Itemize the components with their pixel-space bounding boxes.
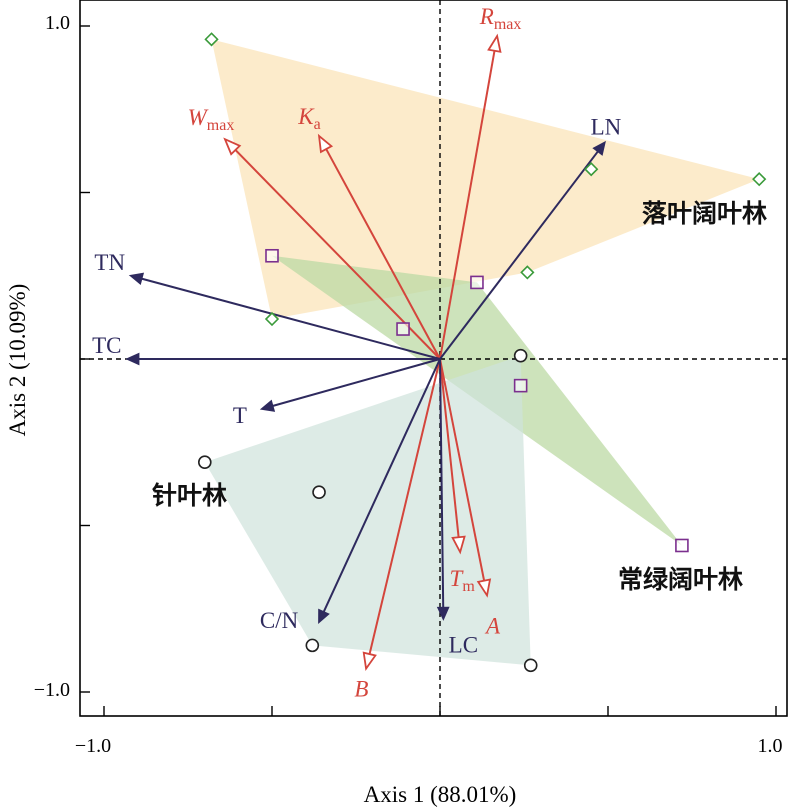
vector-line bbox=[439, 358, 486, 581]
point-circle bbox=[198, 455, 212, 470]
vector-label: C/N bbox=[260, 608, 299, 633]
vector-line bbox=[368, 358, 441, 655]
vector-line bbox=[439, 150, 599, 360]
vector-label: B bbox=[354, 677, 368, 702]
vector-response-t-m: Tm bbox=[439, 358, 476, 595]
x-axis-title: Axis 1 (88.01%) bbox=[364, 782, 517, 807]
point-square bbox=[513, 378, 528, 393]
y-axis-title: Axis 2 (10.09%) bbox=[5, 284, 30, 437]
hull-deciduous bbox=[211, 39, 760, 320]
y-tick-label-min: −1.0 bbox=[34, 679, 70, 701]
vector-explanatory-lc: LC bbox=[436, 358, 478, 658]
point-diamond bbox=[520, 265, 535, 280]
point-square bbox=[675, 538, 689, 553]
point-square bbox=[470, 275, 484, 290]
hull-evergreen bbox=[272, 255, 682, 546]
vector-explanatory-t: T bbox=[233, 358, 441, 428]
vector-line bbox=[439, 358, 445, 608]
vector-explanatory-tc: TC bbox=[92, 333, 440, 366]
vector-line bbox=[325, 148, 441, 360]
vector-arrowhead bbox=[436, 606, 450, 621]
vector-arrowhead bbox=[223, 137, 242, 156]
vector-explanatory-tn: TN bbox=[94, 250, 441, 360]
vector-response-r-max: Rmax bbox=[439, 4, 522, 360]
group-label-evergreen: 常绿阔叶林 bbox=[618, 565, 743, 594]
vector-label: LC bbox=[449, 633, 478, 658]
point-circle bbox=[523, 658, 538, 673]
vector-label: A bbox=[484, 613, 501, 638]
vector-response-k-a: Ka bbox=[297, 104, 441, 360]
vector-line bbox=[322, 358, 441, 613]
point-circle bbox=[305, 638, 320, 653]
axis-ticks bbox=[80, 25, 777, 716]
point-diamond bbox=[204, 32, 219, 47]
vector-arrowhead bbox=[362, 651, 377, 672]
vector-arrowhead bbox=[125, 352, 140, 366]
point-square bbox=[396, 322, 410, 336]
vector-arrowhead bbox=[317, 133, 334, 154]
vector-line bbox=[439, 358, 460, 538]
vector-explanatory-c-n: C/N bbox=[260, 358, 441, 633]
y-tick-label-max: 1.0 bbox=[45, 12, 70, 34]
vector-line bbox=[272, 358, 441, 407]
biplot-vectors: Rmax Wmax Ka Tm A B LN TN TC T C/N LC bbox=[92, 4, 622, 702]
vector-label: Rmax bbox=[479, 4, 522, 33]
group-hulls bbox=[204, 39, 760, 666]
group-labels: 落叶阔叶林 常绿阔叶林 针叶林 bbox=[152, 199, 767, 594]
hull-conifer bbox=[204, 355, 531, 666]
point-diamond bbox=[264, 311, 280, 327]
vector-arrowhead bbox=[487, 33, 502, 53]
point-circle bbox=[312, 485, 326, 500]
vector-line bbox=[439, 50, 496, 360]
vector-label: Wmax bbox=[188, 105, 235, 134]
group-label-deciduous: 落叶阔叶林 bbox=[642, 199, 767, 228]
x-tick-label-max: 1.0 bbox=[758, 735, 783, 757]
x-tick-label-min: −1.0 bbox=[75, 735, 111, 757]
group-label-conifer: 针叶林 bbox=[152, 481, 227, 510]
vector-arrowhead bbox=[259, 399, 276, 412]
point-diamond bbox=[584, 162, 599, 177]
vector-line bbox=[141, 277, 441, 360]
point-diamond bbox=[752, 172, 767, 187]
plot-frame bbox=[79, 0, 788, 717]
vector-label: TC bbox=[92, 333, 121, 358]
vector-arrowhead bbox=[592, 140, 606, 156]
vector-label: Ka bbox=[297, 104, 320, 133]
point-square bbox=[265, 248, 279, 263]
site-points bbox=[198, 32, 767, 673]
vector-response-a: A bbox=[439, 358, 501, 638]
vector-label: TN bbox=[94, 250, 125, 275]
vector-arrowhead bbox=[128, 272, 145, 286]
vector-explanatory-ln: LN bbox=[439, 115, 622, 360]
vector-response-b: B bbox=[354, 358, 441, 702]
vector-arrowhead bbox=[318, 608, 330, 625]
vector-arrowhead bbox=[476, 578, 492, 598]
vector-arrowhead bbox=[451, 535, 466, 555]
vector-label: T bbox=[233, 403, 247, 428]
vector-label: Tm bbox=[450, 566, 476, 595]
vector-label: LN bbox=[591, 115, 622, 140]
point-circle bbox=[513, 348, 528, 363]
